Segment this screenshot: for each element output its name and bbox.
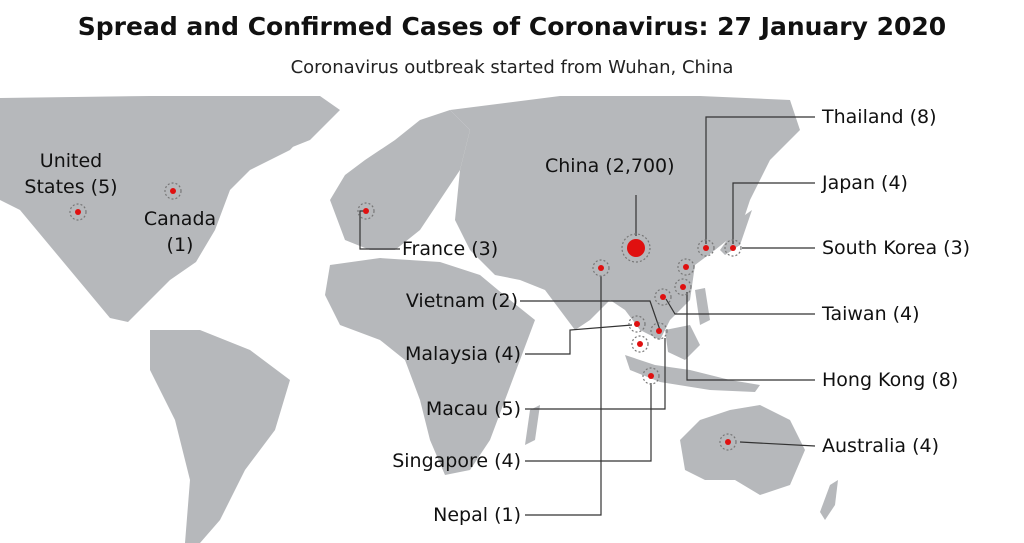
leader-line bbox=[525, 276, 602, 516]
leader-line bbox=[525, 324, 633, 355]
marker bbox=[357, 202, 375, 220]
location-label: United States (5) bbox=[24, 150, 118, 198]
location-label: Vietnam (2) bbox=[405, 290, 518, 312]
location-label: Taiwan (4) bbox=[822, 303, 920, 325]
location-label: France (3) bbox=[402, 238, 499, 260]
location-label: Singapore (4) bbox=[392, 450, 521, 472]
leader-line bbox=[525, 383, 652, 462]
borneo bbox=[665, 325, 700, 360]
marker bbox=[697, 239, 715, 257]
europe bbox=[330, 110, 470, 250]
australia bbox=[680, 405, 805, 495]
location-label: China (2,700) bbox=[545, 155, 675, 177]
marker bbox=[592, 259, 610, 277]
leader-line bbox=[520, 300, 661, 331]
madagascar bbox=[525, 405, 540, 445]
leader-lines bbox=[359, 116, 816, 516]
japan bbox=[720, 210, 752, 255]
marker bbox=[674, 278, 692, 296]
leader-line bbox=[705, 116, 815, 244]
location-label: Australia (4) bbox=[822, 435, 939, 457]
south-america bbox=[150, 330, 290, 543]
marker bbox=[719, 433, 737, 451]
leader-line bbox=[732, 182, 815, 244]
title: Spread and Confirmed Cases of Coronaviru… bbox=[77, 12, 947, 41]
location-label: Japan (4) bbox=[822, 172, 908, 194]
philippines bbox=[695, 288, 710, 325]
indonesia bbox=[625, 355, 760, 392]
leader-line bbox=[739, 441, 816, 447]
location-label: Macau (5) bbox=[425, 398, 521, 420]
location-label: Thailand (8) bbox=[822, 106, 937, 128]
leader-line bbox=[525, 338, 666, 410]
marker bbox=[642, 367, 660, 385]
marker bbox=[650, 322, 668, 340]
marker bbox=[724, 239, 742, 257]
marker bbox=[631, 335, 649, 353]
marker bbox=[621, 233, 651, 263]
new-zealand bbox=[820, 480, 838, 520]
greenland bbox=[250, 96, 340, 150]
subtitle: Coronavirus outbreak started from Wuhan,… bbox=[290, 57, 734, 78]
location-label: South Korea (3) bbox=[822, 237, 971, 259]
location-label: Malaysia (4) bbox=[405, 343, 521, 365]
marker bbox=[654, 288, 672, 306]
leader-line bbox=[686, 292, 815, 381]
leader-line bbox=[665, 298, 815, 315]
location-label: Hong Kong (8) bbox=[822, 369, 959, 391]
location-label: Nepal (1) bbox=[433, 504, 521, 526]
north-america bbox=[0, 96, 318, 322]
marker bbox=[628, 315, 646, 333]
marker bbox=[164, 182, 182, 200]
markers bbox=[69, 182, 742, 451]
location-label: Canada (1) bbox=[143, 208, 217, 256]
asia bbox=[450, 96, 800, 340]
marker bbox=[69, 203, 87, 221]
africa bbox=[325, 258, 535, 475]
marker bbox=[677, 258, 695, 276]
